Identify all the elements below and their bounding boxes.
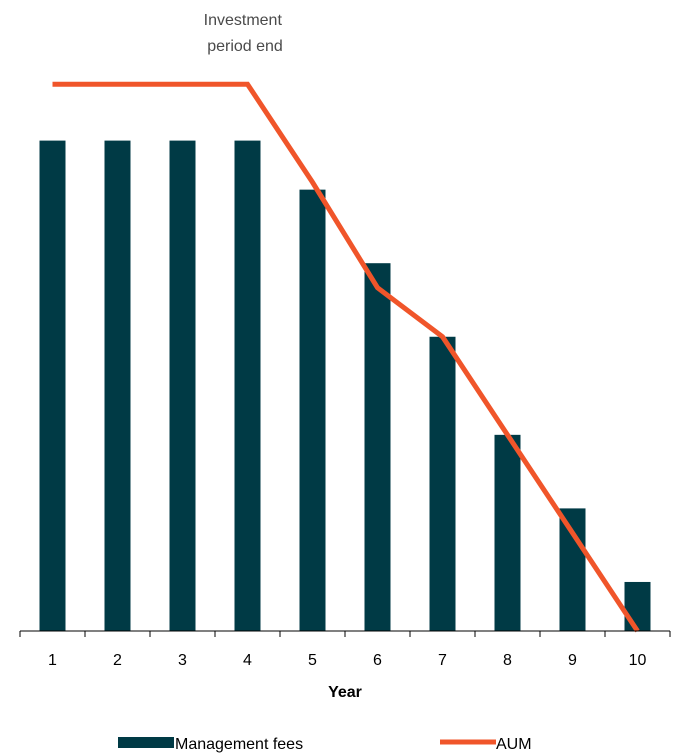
x-tick-label-9: 9 <box>568 652 577 669</box>
line-layer <box>53 84 638 631</box>
x-tick-label-4: 4 <box>243 652 252 669</box>
bar-management-fees-year-2 <box>105 141 131 631</box>
x-tick-labels: 1 2 3 4 5 6 7 8 9 10 <box>48 652 646 669</box>
bar-management-fees-year-9 <box>560 508 586 631</box>
x-tick-label-8: 8 <box>503 652 512 669</box>
investment-period-annotation: Investment period end <box>204 12 287 55</box>
bar-management-fees-year-8 <box>495 435 521 631</box>
bar-management-fees-year-5 <box>300 190 326 631</box>
x-axis-title: Year <box>328 684 362 701</box>
x-tick-label-3: 3 <box>178 652 187 669</box>
legend-label-aum: AUM <box>496 736 532 753</box>
x-tick-label-2: 2 <box>113 652 122 669</box>
x-axis-ticks <box>20 631 670 637</box>
x-tick-label-10: 10 <box>629 652 647 669</box>
bar-management-fees-year-3 <box>170 141 196 631</box>
bar-management-fees-year-6 <box>365 263 391 631</box>
annotation-line-1: Investment <box>204 12 283 29</box>
x-tick-label-7: 7 <box>438 652 447 669</box>
x-tick-label-1: 1 <box>48 652 57 669</box>
x-tick-label-5: 5 <box>308 652 317 669</box>
legend: Management fees AUM <box>118 736 532 753</box>
annotation-line-2: period end <box>207 38 283 55</box>
bar-management-fees-year-7 <box>430 337 456 631</box>
legend-label-management-fees: Management fees <box>175 736 303 753</box>
bars-group <box>40 141 651 631</box>
bar-management-fees-year-1 <box>40 141 66 631</box>
bar-management-fees-year-4 <box>235 141 261 631</box>
x-tick-label-6: 6 <box>373 652 382 669</box>
legend-swatch-management-fees <box>118 737 174 748</box>
line-aum <box>53 84 638 631</box>
bar-management-fees-year-10 <box>625 582 651 631</box>
